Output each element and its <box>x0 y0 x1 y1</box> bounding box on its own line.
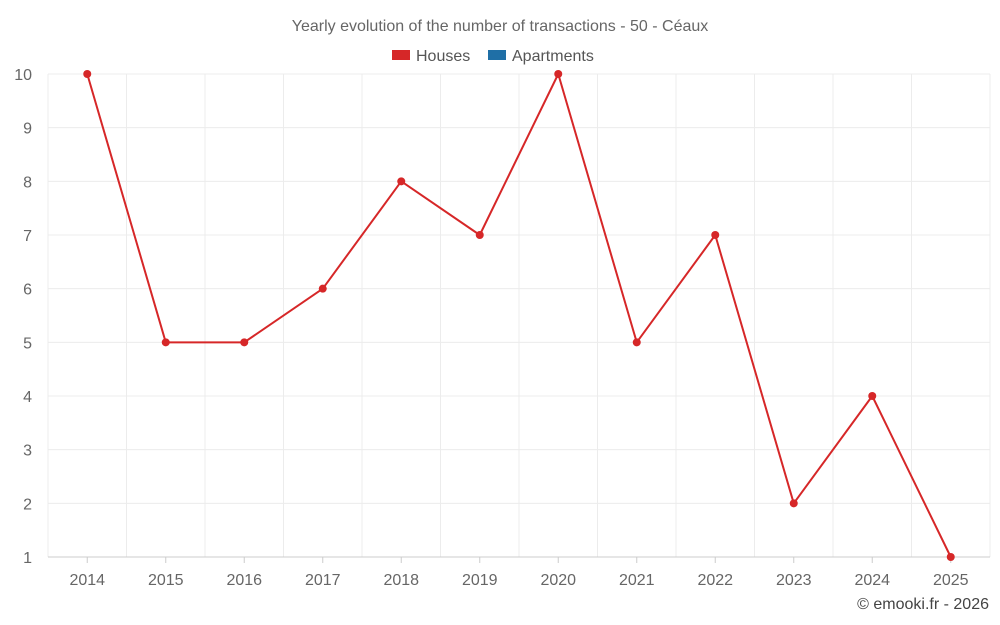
data-point-houses-2015[interactable] <box>161 338 170 347</box>
x-tick-label: 2023 <box>776 572 812 589</box>
data-point-houses-2017[interactable] <box>318 284 327 293</box>
legend-item-apartments[interactable]: Apartments <box>488 48 594 65</box>
x-tick-label: 2022 <box>697 572 733 589</box>
series-line-houses <box>86 73 952 558</box>
data-point-houses-2023[interactable] <box>789 499 798 508</box>
axes: 1 2 3 4 5 6 7 8 9 10 2014 2015 2016 2017 2018 2019 2020 2… <box>14 67 990 589</box>
credit-text: © emooki.fr - 2026 <box>857 596 989 613</box>
data-point-houses-2014[interactable] <box>83 70 92 78</box>
legend-label-apartments: Apartments <box>512 48 594 65</box>
data-point-houses-2016[interactable] <box>240 338 249 347</box>
x-tick-label: 2024 <box>854 572 890 589</box>
x-tick-label: 2014 <box>69 572 105 589</box>
series-houses <box>83 70 955 561</box>
y-tick-label: 3 <box>23 443 32 460</box>
y-tick-label: 5 <box>23 335 32 352</box>
legend: Houses Apartments <box>392 48 594 65</box>
data-point-houses-2020[interactable] <box>554 70 563 78</box>
data-point-houses-2018[interactable] <box>397 177 406 186</box>
grid <box>47 73 991 557</box>
data-point-houses-2022[interactable] <box>711 231 720 239</box>
x-tick-label: 2019 <box>462 572 498 589</box>
y-tick-label: 9 <box>23 121 32 138</box>
y-tick-label: 6 <box>23 282 32 299</box>
y-tick-label: 10 <box>14 67 32 84</box>
y-tick-label: 1 <box>23 550 32 567</box>
x-tick-label: 2025 <box>933 572 969 589</box>
y-tick-label: 2 <box>23 496 32 513</box>
legend-item-houses[interactable]: Houses <box>392 48 470 65</box>
legend-label-houses: Houses <box>416 48 470 65</box>
data-point-houses-2019[interactable] <box>475 231 484 239</box>
x-tick-label: 2018 <box>383 572 419 589</box>
x-tick-label: 2016 <box>226 572 262 589</box>
y-tick-label: 4 <box>23 389 32 406</box>
x-tick-label: 2017 <box>305 572 341 589</box>
x-tick-label: 2021 <box>619 572 655 589</box>
y-tick-label: 7 <box>23 228 32 245</box>
x-tick-label: 2020 <box>540 572 576 589</box>
legend-swatch-houses <box>392 50 410 60</box>
data-point-houses-2025[interactable] <box>946 553 955 561</box>
y-tick-label: 8 <box>23 174 32 191</box>
data-point-houses-2024[interactable] <box>868 392 877 400</box>
data-point-houses-2021[interactable] <box>632 338 641 347</box>
chart-title: Yearly evolution of the number of transa… <box>292 18 709 35</box>
legend-swatch-apartments <box>488 50 506 60</box>
x-tick-label: 2015 <box>148 572 184 589</box>
